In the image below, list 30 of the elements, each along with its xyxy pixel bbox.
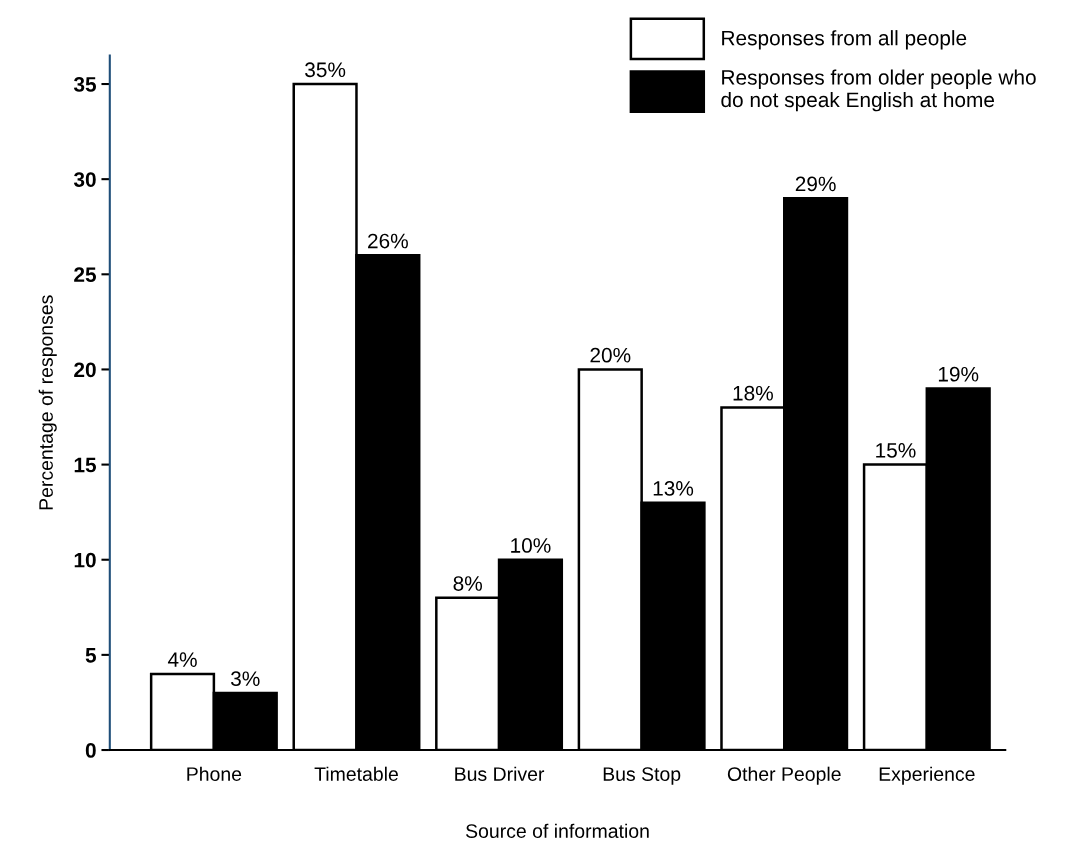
data-label: 26% [368, 233, 408, 249]
y-tick-label: 25 [74, 267, 97, 283]
x-tick-label: Bus Driver [455, 766, 545, 781]
legend-label: Responses from older people who do not speak English at home [721, 69, 1036, 112]
legend-label: Responses from all people [722, 30, 967, 50]
data-label: 4% [167, 652, 197, 667]
y-tick-label: 10 [74, 552, 96, 568]
y-axis-title: Percentage of responses [38, 295, 57, 510]
data-label: 8% [453, 576, 482, 591]
x-tick-label: Other People [727, 766, 841, 785]
data-label: 13% [653, 481, 694, 496]
data-label: 29% [795, 176, 836, 192]
y-tick-label: 35 [73, 77, 97, 92]
x-tick-label: Bus Stop [603, 767, 681, 785]
y-tick-label: 30 [73, 172, 96, 187]
data-label: 15% [876, 443, 916, 458]
data-label: 20% [590, 347, 631, 363]
x-axis-title: Source of information [466, 823, 649, 838]
x-tick-label: Phone [187, 766, 242, 781]
data-label: 19% [938, 366, 979, 382]
y-tick-label: 0 [85, 743, 96, 758]
data-label: 18% [733, 385, 773, 401]
x-tick-label: Timetable [314, 766, 398, 781]
x-tick-label: Experience [879, 766, 975, 785]
y-tick-label: 15 [74, 457, 97, 473]
y-tick-label: 5 [85, 648, 97, 663]
data-label: 10% [511, 538, 551, 553]
y-tick-label: 20 [74, 362, 96, 378]
data-label: 3% [230, 671, 260, 687]
data-label: 35% [305, 62, 346, 78]
